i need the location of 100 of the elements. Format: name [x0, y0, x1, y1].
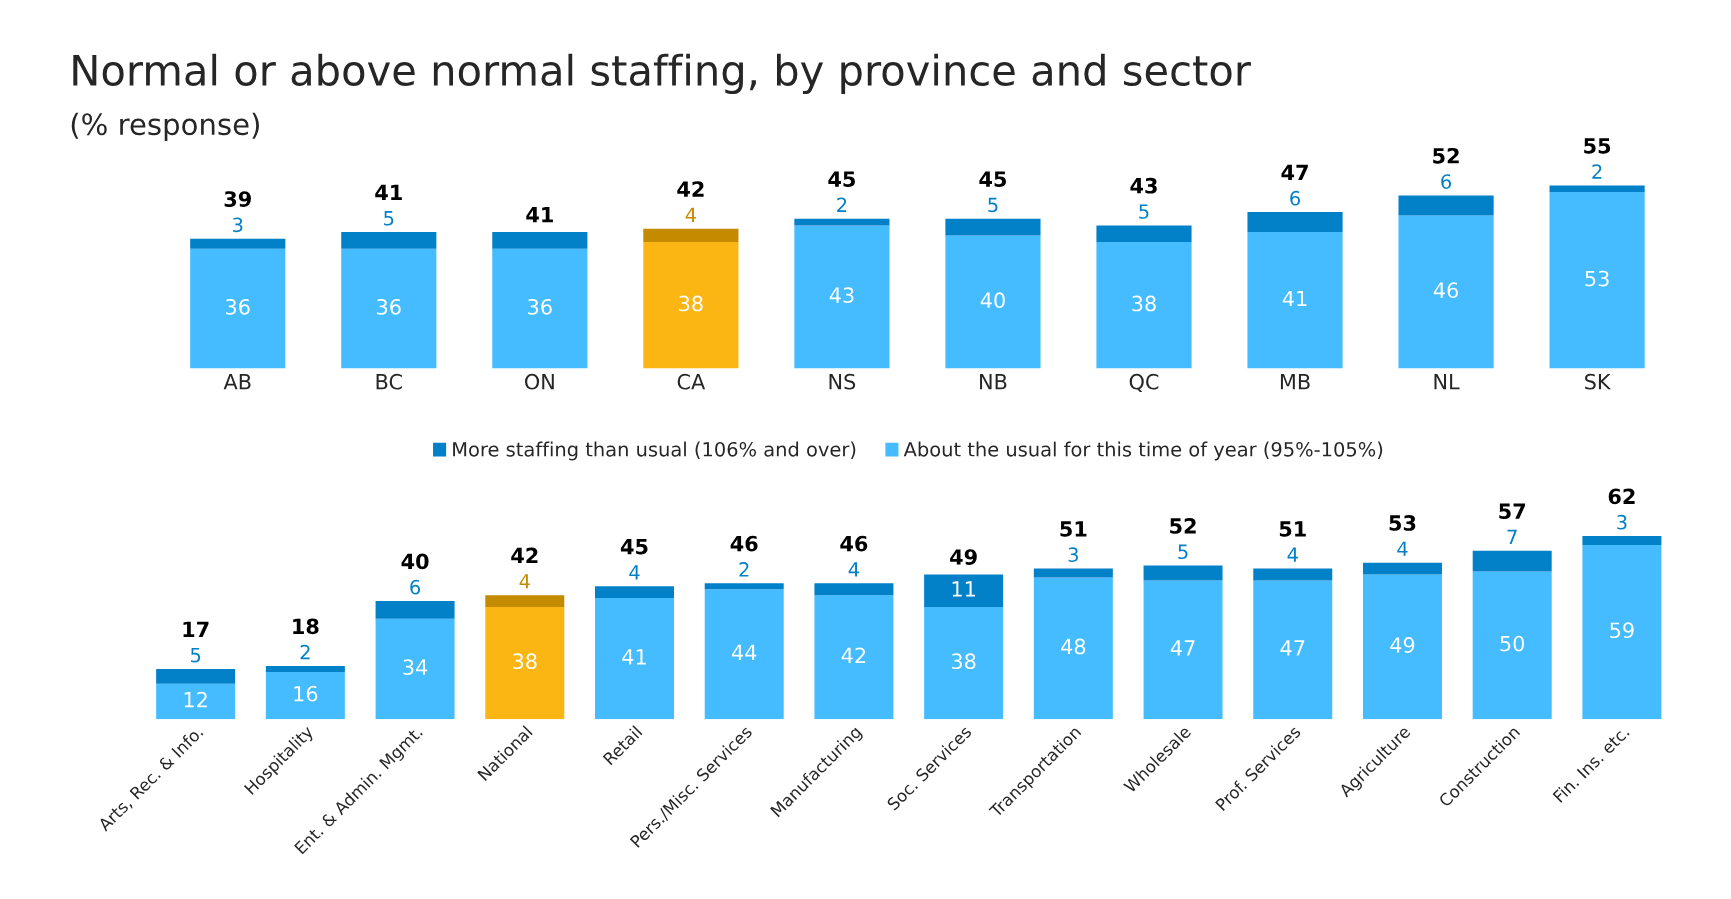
x-tick-label: ON [525, 373, 554, 390]
bar [595, 586, 674, 599]
bar [945, 235, 1041, 369]
data-label: 16 [294, 685, 318, 702]
data-label: 3 [1617, 514, 1627, 530]
bar [375, 601, 455, 619]
data-label: 5 [384, 211, 394, 226]
bar [1143, 580, 1223, 720]
bar [375, 618, 455, 720]
data-label: 59 [1610, 622, 1634, 639]
data-label: 3 [1068, 547, 1078, 563]
data-label: 47 [1280, 640, 1305, 656]
bar [1582, 536, 1662, 545]
data-label: 38 [679, 295, 703, 312]
bar [643, 228, 739, 243]
bar [1472, 550, 1552, 572]
x-tick-label: QC [1129, 373, 1159, 392]
bar [1549, 192, 1645, 369]
bar [485, 595, 565, 607]
x-tick-label: NS [829, 373, 856, 390]
x-tick-label: AB [223, 374, 251, 390]
bar [1033, 568, 1113, 578]
bar [643, 242, 739, 369]
data-label: 43 [829, 287, 854, 304]
total-label: 42 [677, 181, 704, 197]
data-label: 42 [841, 647, 866, 663]
total-label: 45 [979, 171, 1006, 187]
bar [341, 232, 437, 249]
bar [595, 598, 674, 720]
bar [1143, 565, 1223, 581]
bar [924, 574, 1004, 607]
x-tick-label: BC [376, 373, 402, 390]
bar [814, 583, 894, 596]
total-label: 18 [293, 618, 319, 635]
bar [1549, 185, 1645, 193]
total-label: 39 [224, 191, 251, 207]
total-label: 46 [840, 535, 868, 552]
data-label: 4 [1397, 541, 1408, 556]
data-label: 5 [988, 197, 998, 213]
data-label: 38 [951, 653, 976, 670]
bar [485, 606, 565, 720]
x-tick-label: NL [1434, 374, 1460, 390]
total-label: 17 [183, 621, 209, 637]
total-label: 47 [1281, 164, 1308, 180]
bar [190, 248, 286, 369]
bar [492, 248, 588, 369]
x-tick-label: SK [1585, 373, 1611, 390]
data-label: 41 [1282, 290, 1307, 307]
data-label: 48 [1061, 638, 1086, 655]
data-label: 4 [629, 565, 640, 580]
total-label: 51 [1060, 521, 1087, 537]
data-label: 36 [226, 298, 250, 315]
x-tick-label: Fin. Ins. etc. [1552, 725, 1630, 803]
data-label: 2 [1592, 164, 1602, 179]
total-label: 43 [1130, 177, 1157, 194]
x-tick-label: MB [1280, 374, 1310, 390]
x-tick-label: CA [677, 373, 706, 390]
data-label: 53 [1585, 270, 1609, 287]
x-tick-label: NB [980, 374, 1007, 390]
chart-subtitle: (% response) [71, 112, 259, 141]
legend-label: About the usual for this time of year (95%-105%) [903, 441, 1383, 461]
total-label: 62 [1608, 488, 1635, 505]
total-label: 40 [401, 553, 429, 570]
bar [1253, 580, 1333, 720]
bar [1398, 195, 1494, 216]
bar [945, 218, 1041, 236]
bar [265, 671, 345, 720]
total-label: 52 [1170, 518, 1196, 534]
bar [156, 668, 236, 684]
bar [704, 583, 784, 590]
bar [794, 218, 890, 226]
total-label: 46 [730, 535, 758, 552]
bar [156, 683, 236, 720]
bar [704, 589, 784, 720]
total-label: 57 [1499, 503, 1526, 520]
total-label: 41 [526, 207, 553, 223]
total-label: 53 [1389, 515, 1416, 531]
data-label: 36 [377, 298, 401, 315]
data-label: 11 [952, 581, 975, 597]
data-label: 44 [731, 644, 757, 660]
data-label: 2 [300, 644, 310, 660]
chart-title: Normal or above normal staffing, by province and sector [73, 53, 1251, 95]
total-label: 55 [1584, 138, 1611, 154]
bar [492, 232, 588, 249]
data-label: 5 [190, 647, 201, 663]
data-label: 4 [685, 207, 696, 222]
data-label: 12 [184, 691, 207, 708]
bar [1247, 232, 1343, 369]
data-label: 46 [1433, 282, 1459, 299]
data-label: 3 [233, 217, 243, 233]
data-label: 7 [1507, 529, 1517, 545]
data-label: 36 [528, 298, 552, 315]
data-label: 38 [513, 653, 537, 670]
total-label: 45 [620, 538, 648, 555]
bar [1362, 562, 1442, 575]
data-label: 34 [403, 659, 428, 676]
bar [341, 248, 437, 369]
total-label: 41 [375, 184, 402, 200]
bar [190, 238, 286, 249]
data-label: 40 [980, 292, 1005, 309]
